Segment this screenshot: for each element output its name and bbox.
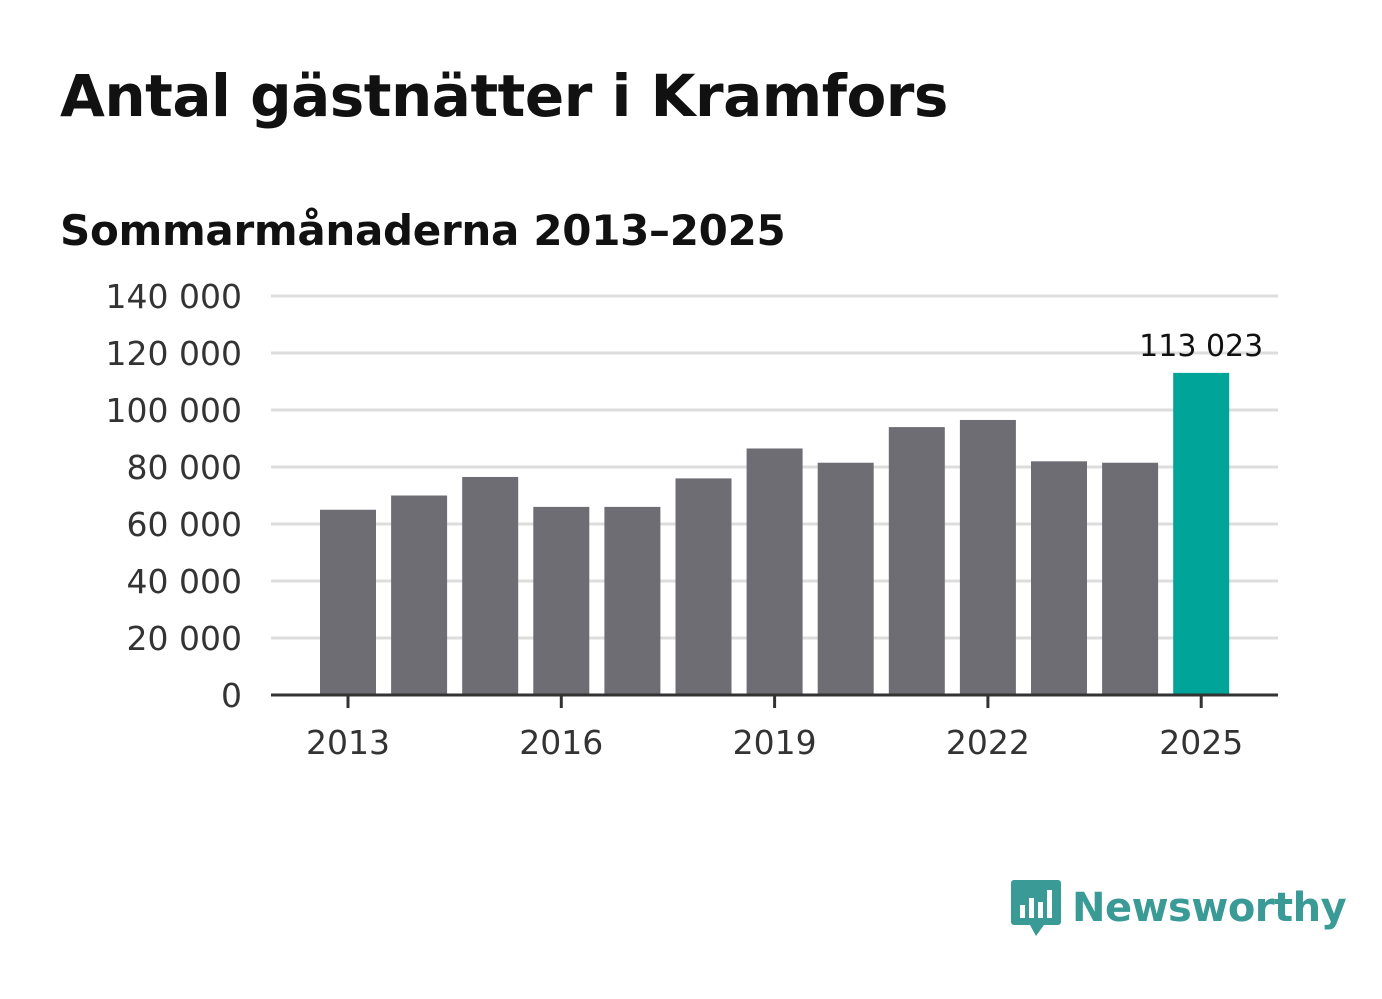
x-tick-label: 2022 bbox=[946, 723, 1030, 762]
x-tick-label: 2016 bbox=[519, 723, 603, 762]
x-tick-label: 2025 bbox=[1159, 723, 1243, 762]
y-tick-label: 100 000 bbox=[106, 391, 242, 430]
y-tick-label: 20 000 bbox=[127, 619, 242, 658]
x-tick-label: 2013 bbox=[306, 723, 390, 762]
bar-2015 bbox=[462, 476, 519, 695]
bar-2021 bbox=[888, 427, 945, 695]
value-label-2025: 113 023 bbox=[1139, 329, 1263, 364]
bar-2020 bbox=[817, 462, 874, 695]
bar-2025 bbox=[1173, 372, 1230, 695]
y-tick-label: 60 000 bbox=[127, 505, 242, 544]
y-tick-label: 80 000 bbox=[127, 448, 242, 487]
bar-2014 bbox=[391, 495, 448, 695]
bar-2018 bbox=[675, 478, 732, 695]
bar-2016 bbox=[533, 506, 590, 695]
bar-2023 bbox=[1031, 461, 1087, 695]
y-tick-label: 140 000 bbox=[106, 277, 242, 316]
bar-2022 bbox=[959, 419, 1016, 695]
y-tick-label: 40 000 bbox=[127, 562, 242, 601]
bar-2024 bbox=[1102, 462, 1159, 695]
bar-2013 bbox=[320, 509, 376, 695]
bar-chart-speech-bubble-icon bbox=[1011, 880, 1061, 936]
chart-title: Antal gästnätter i Kramfors bbox=[60, 62, 948, 130]
y-tick-label: 0 bbox=[221, 676, 242, 715]
bar-2019 bbox=[746, 448, 803, 695]
chart-subtitle: Sommarmånaderna 2013–2025 bbox=[60, 206, 786, 255]
bar-2017 bbox=[604, 506, 661, 695]
newsworthy-logo: Newsworthy bbox=[1010, 878, 1347, 938]
brand-name: Newsworthy bbox=[1072, 885, 1347, 931]
x-tick-label: 2019 bbox=[733, 723, 817, 762]
y-tick-label: 120 000 bbox=[106, 334, 242, 373]
